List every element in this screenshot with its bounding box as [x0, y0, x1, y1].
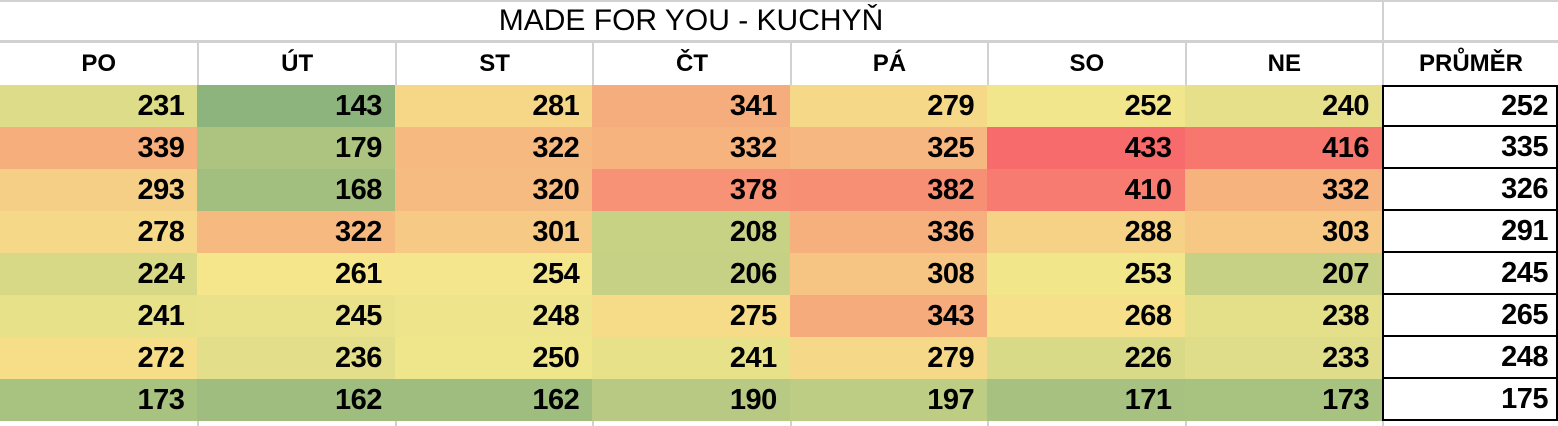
column-header-pá[interactable]: PÁ [789, 43, 987, 85]
data-cell[interactable]: 253 [987, 253, 1185, 295]
column-header-row: PO ÚT ST ČT PÁ SO NE PRŮMĚR [0, 43, 1558, 85]
data-cell[interactable]: 236 [197, 337, 395, 379]
data-grid: 231 143 281 341 279 252 240 252 339 179 322 332 325 4… [0, 85, 1558, 421]
data-cell[interactable]: 308 [789, 253, 988, 295]
data-cell[interactable]: 162 [394, 379, 593, 421]
data-cell[interactable]: 143 [197, 85, 395, 127]
data-cell[interactable]: 168 [197, 169, 395, 211]
data-cell[interactable]: 332 [592, 127, 790, 169]
column-header-average[interactable]: PRŮMĚR [1382, 43, 1558, 85]
average-cell[interactable]: 175 [1382, 379, 1558, 421]
data-cell[interactable]: 207 [1184, 253, 1382, 295]
data-cell[interactable]: 343 [789, 295, 988, 337]
data-cell[interactable]: 433 [987, 127, 1185, 169]
data-cell[interactable]: 303 [1184, 211, 1382, 253]
data-cell[interactable]: 226 [987, 337, 1185, 379]
column-header-ne[interactable]: NE [1184, 43, 1382, 85]
data-cell[interactable]: 322 [394, 127, 593, 169]
data-cell[interactable]: 190 [592, 379, 790, 421]
average-cell[interactable]: 245 [1382, 253, 1558, 295]
column-header-po[interactable]: PO [81, 50, 117, 77]
next-row-sliver [0, 421, 1558, 426]
data-cell[interactable]: 293 [0, 169, 198, 211]
table-row: 173 162 162 190 197 171 173 175 [0, 379, 1558, 421]
data-cell[interactable]: 233 [1184, 337, 1382, 379]
data-cell[interactable]: 173 [1184, 379, 1382, 421]
table-row: 293 168 320 378 382 410 332 326 [0, 169, 1558, 211]
data-cell[interactable]: 278 [0, 211, 198, 253]
data-cell[interactable]: 241 [592, 337, 790, 379]
data-cell[interactable]: 320 [394, 169, 593, 211]
table-row: 339 179 322 332 325 433 416 335 [0, 127, 1558, 169]
data-cell[interactable]: 281 [394, 85, 593, 127]
data-cell[interactable]: 250 [394, 337, 593, 379]
data-cell[interactable]: 279 [789, 337, 988, 379]
sheet-title-cell[interactable]: MADE FOR YOU - KUCHYŇ [498, 4, 884, 37]
average-cell[interactable]: 252 [1382, 85, 1558, 127]
title-row: MADE FOR YOU - KUCHYŇ [0, 0, 1558, 43]
average-cell[interactable]: 326 [1382, 169, 1558, 211]
sliver-cell [789, 421, 987, 426]
average-cell[interactable]: 265 [1382, 295, 1558, 337]
data-cell[interactable]: 378 [592, 169, 790, 211]
data-cell[interactable]: 241 [0, 295, 198, 337]
data-cell[interactable]: 261 [197, 253, 395, 295]
table-row: 272 236 250 241 279 226 233 248 [0, 337, 1558, 379]
average-cell[interactable]: 248 [1382, 337, 1558, 379]
data-cell[interactable]: 171 [987, 379, 1185, 421]
data-cell[interactable]: 245 [197, 295, 395, 337]
data-cell[interactable]: 332 [1184, 169, 1382, 211]
column-header-so[interactable]: SO [987, 43, 1184, 85]
data-cell[interactable]: 268 [987, 295, 1185, 337]
data-cell[interactable]: 248 [394, 295, 593, 337]
average-cell[interactable]: 291 [1382, 211, 1558, 253]
data-cell[interactable]: 336 [789, 211, 988, 253]
sliver-cell [197, 421, 394, 426]
data-cell[interactable]: 272 [0, 337, 198, 379]
sliver-cell [592, 421, 789, 426]
data-cell[interactable]: 322 [197, 211, 395, 253]
data-cell[interactable]: 162 [197, 379, 395, 421]
data-cell[interactable]: 208 [592, 211, 790, 253]
sliver-cell [1184, 421, 1382, 426]
data-cell[interactable]: 416 [1184, 127, 1382, 169]
sliver-cell [1382, 421, 1558, 426]
data-cell[interactable]: 279 [789, 85, 988, 127]
data-cell[interactable]: 301 [394, 211, 593, 253]
sliver-cell [394, 421, 592, 426]
data-cell[interactable]: 325 [789, 127, 988, 169]
table-row: 224 261 254 206 308 253 207 245 [0, 253, 1558, 295]
data-cell[interactable]: 224 [0, 253, 198, 295]
data-cell[interactable]: 173 [0, 379, 198, 421]
data-cell[interactable]: 238 [1184, 295, 1382, 337]
data-cell[interactable]: 341 [592, 85, 790, 127]
data-cell[interactable]: 254 [394, 253, 593, 295]
data-cell[interactable]: 275 [592, 295, 790, 337]
data-cell[interactable]: 410 [987, 169, 1185, 211]
data-cell[interactable]: 179 [197, 127, 395, 169]
column-header-út[interactable]: ÚT [197, 43, 394, 85]
data-cell[interactable]: 231 [0, 85, 198, 127]
average-cell[interactable]: 335 [1382, 127, 1558, 169]
data-cell[interactable]: 240 [1184, 85, 1382, 127]
title-empty-cell[interactable] [1382, 2, 1558, 40]
column-header-čt[interactable]: ČT [592, 43, 789, 85]
data-cell[interactable]: 382 [789, 169, 988, 211]
sliver-cell [0, 421, 197, 426]
table-row: 278 322 301 208 336 288 303 291 [0, 211, 1558, 253]
data-cell[interactable]: 197 [789, 379, 988, 421]
table-row: 231 143 281 341 279 252 240 252 [0, 85, 1558, 127]
data-cell[interactable]: 206 [592, 253, 790, 295]
column-header-st[interactable]: ST [394, 43, 592, 85]
table-row: 241 245 248 275 343 268 238 265 [0, 295, 1558, 337]
data-cell[interactable]: 288 [987, 211, 1185, 253]
data-cell[interactable]: 252 [987, 85, 1185, 127]
sliver-cell [987, 421, 1184, 426]
data-cell[interactable]: 339 [0, 127, 198, 169]
